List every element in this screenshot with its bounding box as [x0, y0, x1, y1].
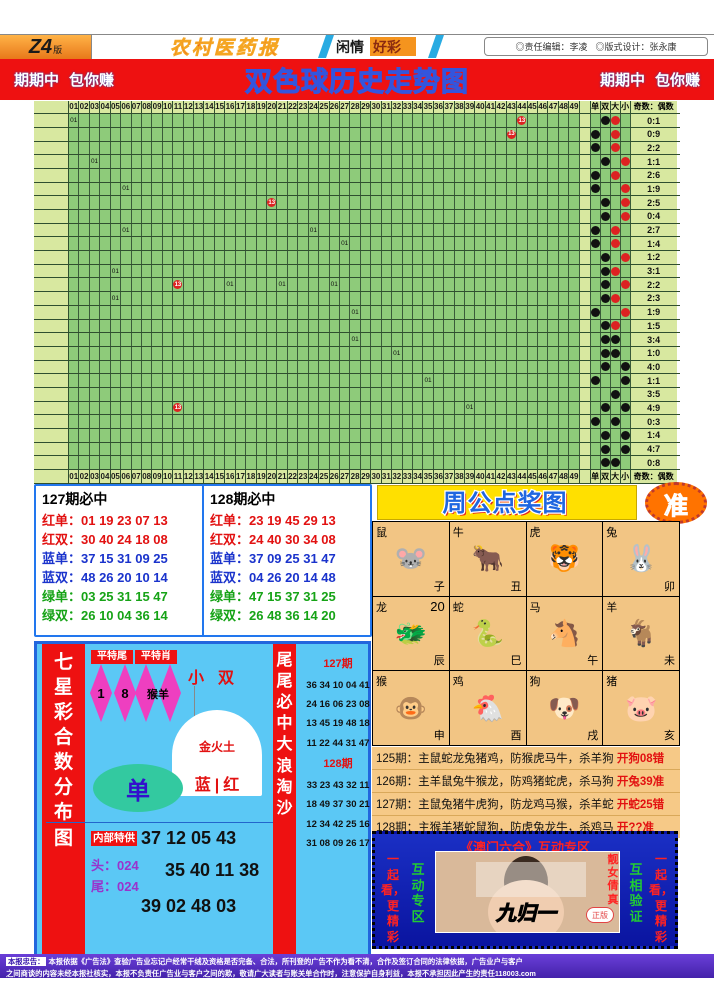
svg-text:好彩: 好彩 [372, 39, 401, 55]
svg-text:1: 1 [97, 686, 104, 701]
svg-text:8: 8 [121, 686, 128, 701]
svg-text:闲情: 闲情 [336, 39, 364, 55]
